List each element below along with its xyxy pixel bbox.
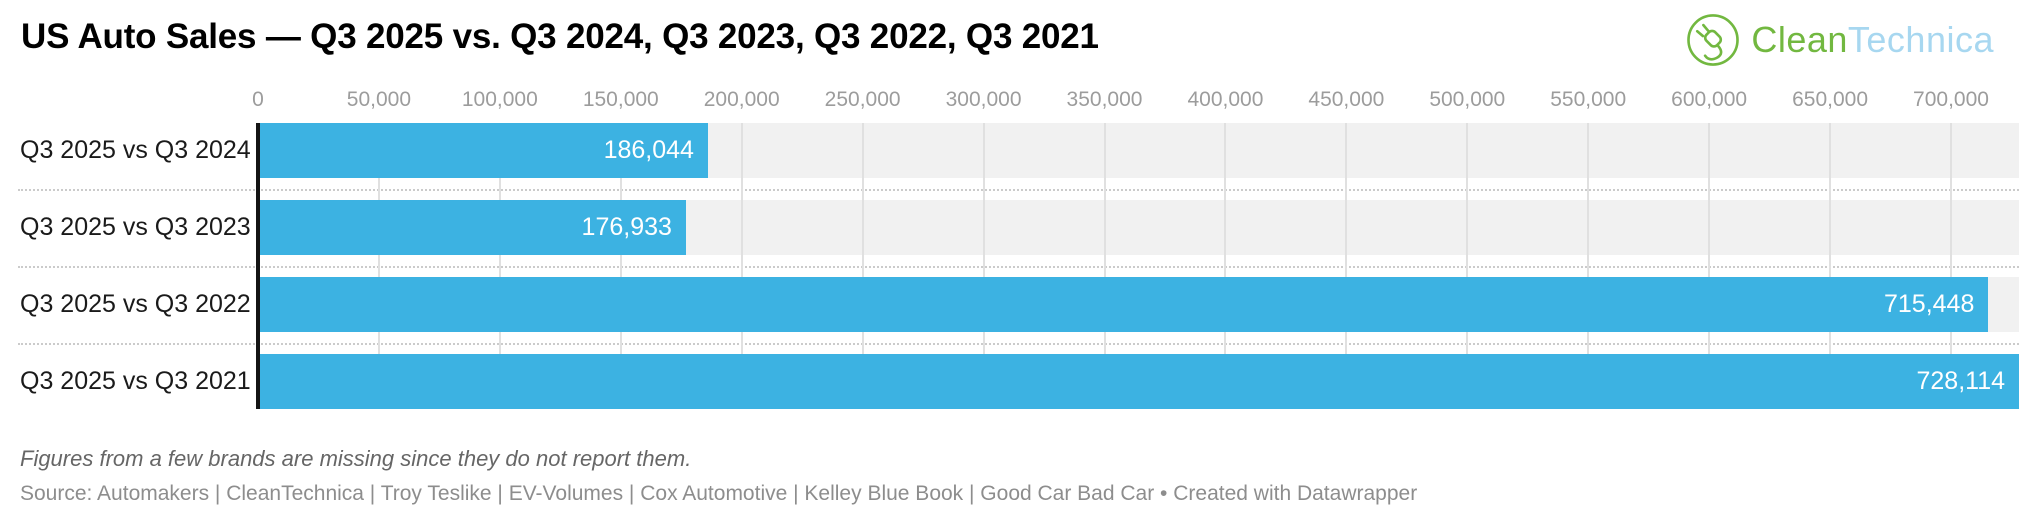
logo-text-technica: Technica — [1847, 19, 1994, 60]
gridline — [1103, 123, 1106, 409]
chart-source: Source: Automakers | CleanTechnica | Tro… — [20, 482, 1418, 505]
row-label: Q3 2025 vs Q3 2022 — [20, 290, 251, 318]
x-tick-label: 150,000 — [582, 88, 659, 111]
chart-area: Q3 2025 vs Q3 2024 186,044 Q3 2025 vs Q3 2… — [0, 123, 2040, 409]
bar: 176,933 — [258, 200, 686, 255]
row-label: Q3 2025 vs Q3 2023 — [20, 213, 251, 241]
x-tick-label: 0 — [252, 88, 264, 111]
x-tick-label: 650,000 — [1792, 88, 1869, 111]
gridline — [1587, 123, 1590, 409]
x-tick-label: 500,000 — [1429, 88, 1506, 111]
gridline — [1224, 123, 1227, 409]
value-label: 176,933 — [581, 213, 672, 241]
x-tick-label: 450,000 — [1308, 88, 1385, 111]
x-tick-label: 200,000 — [703, 88, 780, 111]
chart-note: Figures from a few brands are missing si… — [20, 446, 692, 471]
x-tick-label: 100,000 — [461, 88, 538, 111]
chart-title: US Auto Sales — Q3 2025 vs. Q3 2024, Q3 … — [21, 17, 1099, 56]
bar: 186,044 — [258, 123, 708, 178]
gridline — [1950, 123, 1952, 409]
x-tick-label: 700,000 — [1913, 88, 1989, 111]
row-label: Q3 2025 vs Q3 2024 — [20, 136, 251, 164]
gridline — [1829, 123, 1832, 409]
gridline — [1466, 123, 1469, 409]
chart-row: Q3 2025 vs Q3 2022 715,448 — [0, 277, 2040, 332]
cleantechnica-logo[interactable]: Clean Technica — [1685, 12, 1994, 68]
gridline — [377, 123, 380, 409]
chart-row: Q3 2025 vs Q3 2024 186,044 — [0, 123, 2040, 178]
chart-row: Q3 2025 vs Q3 2021 728,114 — [0, 354, 2040, 409]
x-tick-label: 400,000 — [1187, 88, 1264, 111]
x-tick-label: 350,000 — [1066, 88, 1143, 111]
value-label: 728,114 — [1916, 367, 2005, 395]
gridline — [619, 123, 622, 409]
gridline — [498, 123, 501, 409]
x-tick-label: 600,000 — [1671, 88, 1748, 111]
gridline — [1345, 123, 1348, 409]
bar: 728,114 — [258, 354, 2019, 409]
y-axis-line — [256, 123, 260, 409]
row-separator — [18, 189, 2019, 191]
value-label: 186,044 — [603, 136, 694, 164]
logo-text-clean: Clean — [1751, 19, 1848, 60]
x-tick-label: 300,000 — [945, 88, 1022, 111]
x-tick-label: 550,000 — [1550, 88, 1627, 111]
plug-circle-icon — [1685, 12, 1741, 68]
chart-row: Q3 2025 vs Q3 2023 176,933 — [0, 200, 2040, 255]
row-label: Q3 2025 vs Q3 2021 — [20, 367, 251, 395]
x-axis: 0 50,000 100,000 150,000 200,000 250,000 300,0… — [0, 86, 2040, 114]
gridline — [861, 123, 864, 409]
row-separator — [18, 266, 2019, 268]
gridline — [982, 123, 985, 409]
x-tick-label: 50,000 — [346, 88, 412, 111]
bar: 715,448 — [258, 277, 1989, 332]
gridline — [1708, 123, 1711, 409]
gridline — [740, 123, 743, 409]
value-label: 715,448 — [1883, 290, 1975, 318]
row-separator — [18, 343, 2019, 345]
x-tick-label: 250,000 — [824, 88, 901, 111]
